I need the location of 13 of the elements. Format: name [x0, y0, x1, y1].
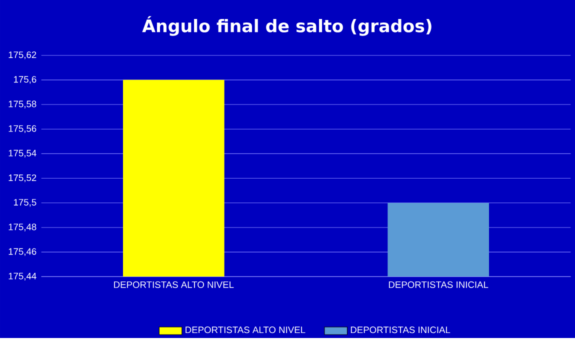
y-tick-label: 175,52 — [8, 174, 36, 182]
y-tick-label: 175,5 — [14, 198, 36, 206]
legend-label: DEPORTISTAS ALTO NIVEL — [186, 326, 306, 333]
y-tick-label: 175,48 — [8, 223, 36, 232]
y-tick-label: 175,58 — [8, 100, 36, 108]
y-tick-label: 175,44 — [8, 272, 36, 280]
y-tick-label: 175,46 — [8, 248, 36, 256]
y-tick-label: 175,54 — [8, 150, 36, 158]
y-tick-label: 175,62 — [8, 51, 36, 59]
chart-title: Ángulo final de salto (grados) — [142, 16, 432, 36]
y-tick-label: 175,6 — [14, 76, 36, 84]
legend-label: DEPORTISTAS INICIAL — [350, 326, 450, 333]
y-tick-label: 175,56 — [8, 125, 36, 133]
